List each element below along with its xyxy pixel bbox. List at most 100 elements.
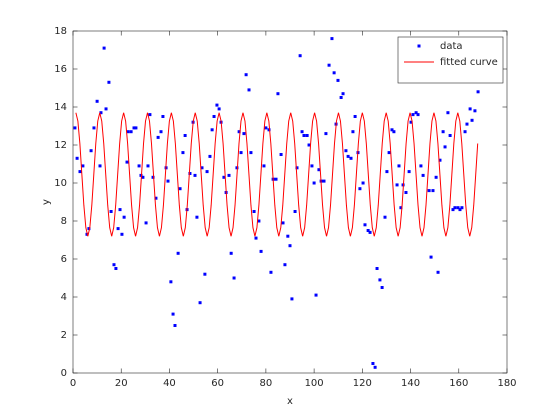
x-axis-label: x [287,396,293,407]
data-point [458,208,462,212]
data-point [363,223,367,227]
data-point [120,232,124,236]
data-point [411,113,415,117]
data-point [421,173,425,177]
data-point [146,164,150,168]
data-point [339,96,343,99]
data-point [257,219,261,223]
data-point [456,206,460,210]
y-tick-label: 14 [54,102,67,113]
data-point [322,179,326,183]
data-point [286,234,290,238]
data-point [114,267,118,270]
data-point [151,175,155,179]
data-point [324,132,328,136]
x-tick-label: 100 [305,378,324,389]
data-point [141,175,145,179]
data-point [427,189,431,193]
data-point [229,251,233,255]
data-point [203,272,207,276]
data-point [89,149,93,153]
data-point [193,173,197,177]
data-point [463,130,467,134]
data-point [112,263,116,267]
legend-label: data [440,41,463,52]
data-point [276,92,280,96]
data-point [361,181,365,185]
data-point [293,210,297,213]
data-point [383,215,387,219]
data-point [407,170,411,174]
data-point [368,230,372,234]
data-point [346,154,350,158]
data-point [200,166,204,170]
data-point [73,126,77,130]
x-tick-label: 40 [163,378,176,389]
x-tick-label: 180 [497,378,516,389]
data-point [460,206,464,210]
data-point [205,170,209,174]
data-point [137,164,141,168]
y-tick-label: 12 [54,140,67,151]
data-point [78,170,82,174]
data-point [259,249,263,253]
data-point [134,126,138,130]
data-point [290,297,294,301]
data-point [366,229,370,232]
data-point [269,270,273,274]
data-point [198,301,202,305]
data-point [222,175,226,179]
data-point [132,126,136,130]
data-point [371,362,375,365]
data-point [126,130,130,134]
x-tick-label: 20 [115,378,128,389]
x-tick-label: 60 [211,378,224,389]
x-tick-label: 120 [353,378,372,389]
fitted-line [75,112,479,237]
data-point [429,255,433,259]
data-point [252,210,256,213]
data-point [169,280,173,284]
data-point [195,215,199,219]
data-point [109,210,113,213]
data-point [98,164,102,168]
data-point [81,164,85,168]
data-point [148,113,152,117]
data-point [171,312,175,316]
data-point [159,130,163,134]
data-point [314,293,318,297]
data-point [453,206,457,210]
data-point [476,90,480,94]
data-point [295,166,299,170]
data-point [336,78,340,82]
data-point [385,170,389,174]
data-point [448,134,452,137]
data-point [473,109,477,113]
data-point [156,135,160,139]
data-point [242,132,246,136]
data-point [215,103,219,107]
data-point [247,88,251,92]
data-point [395,183,399,187]
y-tick-label: 10 [54,178,67,189]
data-point [104,107,108,111]
data-point [181,151,185,155]
data-point [312,181,316,185]
data-point [99,111,103,115]
data-point [264,126,268,130]
data-point [166,179,170,183]
y-tick-label: 6 [61,254,67,265]
data-point [404,191,408,194]
data-point [353,115,357,118]
data-point [116,227,120,231]
data-point [262,164,266,168]
data-point [210,128,214,132]
data-point [254,236,258,240]
data-point [288,244,292,248]
data-point [332,71,336,75]
data-point [217,107,221,111]
data-point [232,276,236,280]
data-point [283,263,287,267]
data-point [267,128,271,132]
